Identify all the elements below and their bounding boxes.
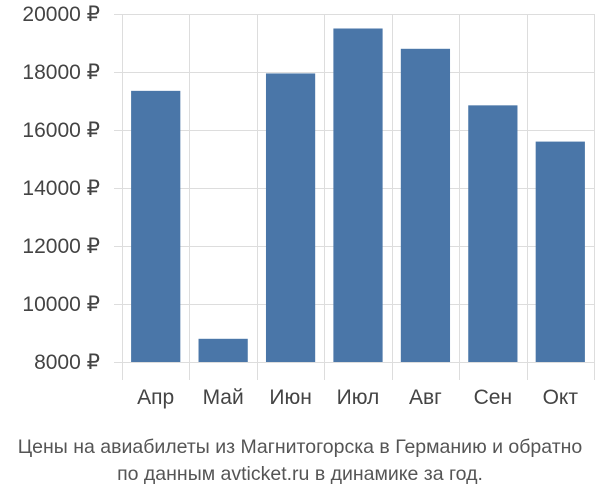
chart-caption: Цены на авиабилеты из Магнитогорска в Ге…	[0, 434, 600, 488]
x-tick-label: Апр	[137, 386, 174, 409]
x-tick-label: Июл	[337, 386, 380, 409]
y-tick-label: 10000 ₽	[22, 293, 100, 316]
bar	[265, 73, 316, 362]
x-tick-label: Авг	[409, 386, 442, 409]
x-tick-label: Окт	[543, 386, 579, 409]
y-tick-label: 18000 ₽	[22, 61, 100, 84]
bar	[333, 28, 383, 362]
y-tick-label: 12000 ₽	[22, 235, 100, 258]
caption-line-2: по данным avticket.ru в динамике за год.	[117, 463, 483, 485]
bar	[198, 338, 248, 362]
y-tick-label: 8000 ₽	[34, 351, 100, 374]
chart-svg: 8000 ₽ 10000 ₽ 12000 ₽ 14000 ₽ 16000 ₽ 18000 …	[22, 3, 595, 409]
bar	[535, 141, 585, 362]
caption-line-1: Цены на авиабилеты из Магнитогорска в Ге…	[17, 436, 583, 458]
x-tick-label: Июн	[269, 386, 311, 409]
bar	[468, 105, 518, 362]
bars-layer	[131, 28, 585, 363]
x-tick-label: Май	[203, 386, 244, 409]
x-axis-labels: Апр Май Июн Июл Авг Сен Окт	[137, 386, 578, 409]
x-tick-label: Сен	[474, 386, 512, 409]
bar	[131, 90, 181, 362]
bar	[400, 48, 451, 363]
y-tick-label: 14000 ₽	[22, 177, 100, 200]
bar-chart: 8000 ₽ 10000 ₽ 12000 ₽ 14000 ₽ 16000 ₽ 18000 …	[22, 3, 595, 409]
y-tick-label: 16000 ₽	[22, 119, 100, 142]
y-axis-ticks: 8000 ₽ 10000 ₽ 12000 ₽ 14000 ₽ 16000 ₽ 18000 …	[22, 3, 100, 374]
y-tick-label: 20000 ₽	[22, 3, 100, 26]
